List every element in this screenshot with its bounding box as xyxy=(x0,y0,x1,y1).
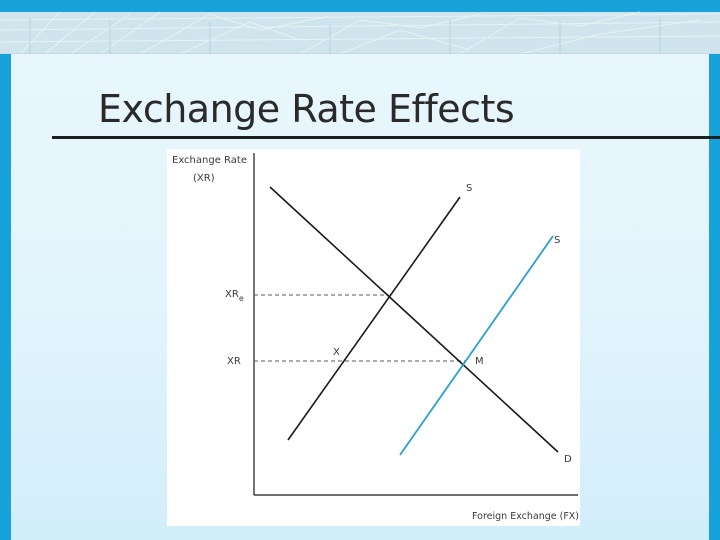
y-axis-label-line1: Exchange Rate xyxy=(172,155,247,166)
supply-curve xyxy=(287,196,461,441)
shifted-supply-curve-label: S xyxy=(554,235,560,246)
slide-title: Exchange Rate Effects xyxy=(98,87,515,131)
shifted-supply-curve xyxy=(399,235,554,456)
x-axis-label: Foreign Exchange (FX) xyxy=(472,511,579,522)
header-banner xyxy=(0,0,720,54)
supply-curve-label: S xyxy=(466,183,472,194)
diagram-svg: Exchange Rate (XR) Foreign Exchange (FX)… xyxy=(172,153,579,522)
exchange-rate-diagram: Exchange Rate (XR) Foreign Exchange (FX)… xyxy=(167,149,580,526)
right-frame-bar xyxy=(709,0,720,540)
point-m-label: M xyxy=(475,356,484,367)
xre-tick-label: XRe xyxy=(225,289,244,303)
demand-curve-label: D xyxy=(564,454,572,465)
left-frame-bar xyxy=(0,0,11,540)
point-x-label: X xyxy=(333,347,340,358)
banner-pattern xyxy=(0,0,720,54)
demand-curve xyxy=(269,186,559,453)
xr-tick-label: XR xyxy=(227,356,241,367)
title-underline xyxy=(52,136,720,139)
y-axis-label-line2: (XR) xyxy=(193,173,215,184)
